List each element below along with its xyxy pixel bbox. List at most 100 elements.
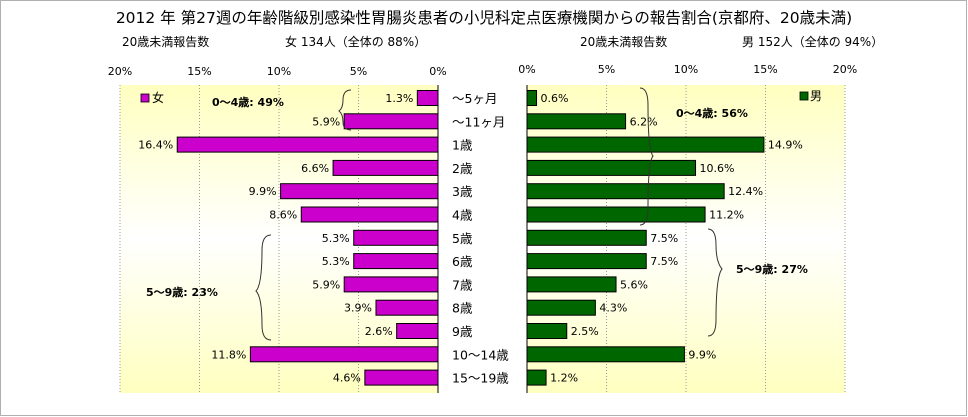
female-bar [396,323,439,339]
male-x-tick-label: 15% [753,63,777,76]
male-value-label: 5.6% [620,278,648,291]
female-legend-swatch [140,93,150,103]
female-0-4-annotation: 0～4歳: 49% [212,89,352,131]
female-value-label: 5.3% [322,232,350,245]
female-x-tick-label: 15% [187,65,211,78]
female-bar [343,276,439,293]
category-labels: ～5ヶ月 ～11ヶ月 1歳 2歳 3歳 4歳 5歳 6歳 7歳 8歳 9歳 10～14歳 15～19歳 [452,91,509,386]
male-x-tick-label: 20% [833,63,857,76]
bars [176,90,765,386]
female-bar [300,206,439,223]
female-value-label: 5.9% [312,115,340,128]
female-value-label: 2.6% [365,325,393,338]
category-label: 15～19歳 [452,371,509,386]
category-label: 8歳 [452,301,473,316]
male-0-4-brace [639,87,654,226]
female-bar [416,90,439,106]
male-bar [526,136,765,153]
male-value-label: 7.5% [650,255,678,268]
category-label: 3歳 [452,184,473,199]
male-x-tick-label: 5% [598,63,615,76]
female-bar [280,183,439,200]
male-legend-label: 男 [810,89,822,103]
male-bar [526,369,547,386]
female-0-4-brace [338,89,352,131]
male-bar [526,276,617,293]
male-value-label: 10.6% [700,162,735,175]
value-labels: 1.3% 0.6% 5.9% 6.2% 16.4% 14.9% 6.6% 10.6% 9.9% 1… [138,92,803,385]
male-bar [526,90,538,106]
male-legend-swatch [799,91,809,101]
female-legend: 女 [140,90,164,105]
male-bar [526,206,706,223]
category-label: 7歳 [452,277,473,292]
female-value-label: 4.6% [333,372,361,385]
female-5-9-brace [255,234,272,341]
female-5-9-annotation: 5～9歳: 23% [146,234,272,341]
male-legend: 男 [799,89,822,103]
female-legend-label: 女 [152,90,164,105]
female-bar [176,136,439,153]
female-value-label: 5.3% [322,255,350,268]
category-label: 2歳 [452,161,473,176]
male-x-tick-label: 0% [518,63,535,76]
male-bar [526,159,697,176]
male-0-4-annotation: 0～4歳: 56% [639,87,748,226]
male-bar [526,346,685,363]
female-bar [332,159,439,176]
female-value-label: 3.9% [344,302,372,315]
female-bar [353,253,439,270]
female-x-tick-label: 0% [429,65,446,78]
left-header-label: 20歳未満報告数 [122,34,209,49]
male-bar [526,113,627,130]
male-value-label: 11.2% [709,209,744,222]
category-label: 5歳 [452,231,473,246]
female-bar [375,299,439,316]
grid-lines [119,85,846,393]
female-bar [249,346,439,363]
male-value-label: 12.4% [728,185,763,198]
right-header-label: 20歳未満報告数 [580,34,667,49]
category-label: ～11ヶ月 [452,114,505,129]
female-0-4-label: 0～4歳: 49% [212,95,284,109]
male-value-label: 1.2% [550,372,578,385]
male-5-9-label: 5～9歳: 27% [736,262,808,276]
male-value-label: 7.5% [650,232,678,245]
male-bar [526,323,568,339]
female-bar [364,369,439,386]
female-5-9-label: 5～9歳: 23% [146,285,218,299]
female-value-label: 6.6% [301,162,329,175]
right-header-summary: 男 152人（全体の 94%） [742,34,883,49]
male-0-4-label: 0～4歳: 56% [676,106,748,120]
female-value-label: 16.4% [138,139,173,152]
category-label: 6歳 [452,254,473,269]
male-x-tick-label: 10% [674,63,698,76]
category-label: 1歳 [452,138,473,153]
female-value-label: 9.9% [249,185,277,198]
female-value-label: 5.9% [312,278,340,291]
male-bar [526,253,647,270]
male-5-9-brace [707,228,723,337]
chart-title: 2012 年 第27週の年齢階級別感染性胃腸炎患者の小児科定点医療機関からの報告… [116,9,852,27]
axis-tick-labels: 0% 0% 5% 5% 10% 10% 15% 15% 20% 20% [108,63,857,78]
category-label: 10～14歳 [452,347,509,362]
male-value-label: 2.5% [571,325,599,338]
female-x-tick-label: 20% [108,65,132,78]
male-bar [526,299,596,316]
male-bar [526,229,647,246]
category-label: 4歳 [452,208,473,223]
left-header-summary: 女 134人（全体の 88%） [285,34,426,49]
female-x-tick-label: 10% [267,65,291,78]
male-value-label: 14.9% [768,139,803,152]
female-bar [343,113,439,130]
female-value-label: 1.3% [385,92,413,105]
female-bar [353,229,439,246]
category-label: 9歳 [452,324,473,339]
category-label: ～5ヶ月 [452,91,497,106]
female-value-label: 8.6% [269,209,297,222]
female-x-tick-label: 5% [350,65,367,78]
male-value-label: 9.9% [688,348,716,361]
male-5-9-annotation: 5～9歳: 27% [707,228,808,337]
